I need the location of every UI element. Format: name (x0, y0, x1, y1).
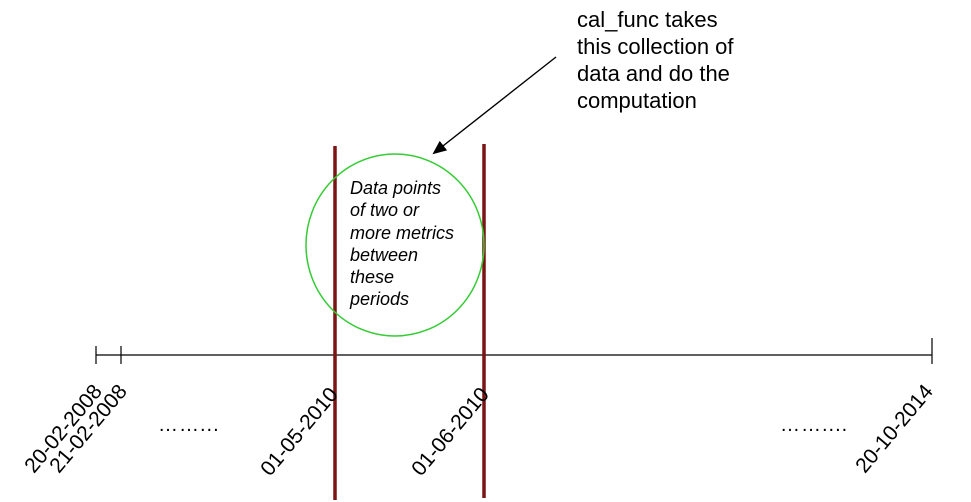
circle-label: Data points of two or more metrics betwe… (350, 177, 490, 311)
data-points-circle (305, 153, 485, 337)
callout-line-1: cal_func takes (577, 7, 718, 32)
callout-arrow (432, 56, 557, 155)
circle-label-line-5: these (350, 267, 395, 288)
circle-label-line-6: periods (350, 289, 410, 310)
ellipsis-right: …….... (780, 414, 849, 436)
callout-line-2: this collection of (577, 34, 734, 59)
circle-label-line-2: of two or (350, 200, 420, 221)
circle-label-line-4: between (350, 244, 419, 265)
callout-text: cal_func takes this collection of data a… (577, 6, 837, 114)
callout-line-3: data and do the (577, 61, 730, 86)
circle-label-line-1: Data points (350, 178, 442, 198)
ellipsis-left: ……... (158, 414, 220, 436)
circle-label-line-3: more metrics (350, 222, 455, 243)
callout-line-4: computation (577, 88, 697, 113)
